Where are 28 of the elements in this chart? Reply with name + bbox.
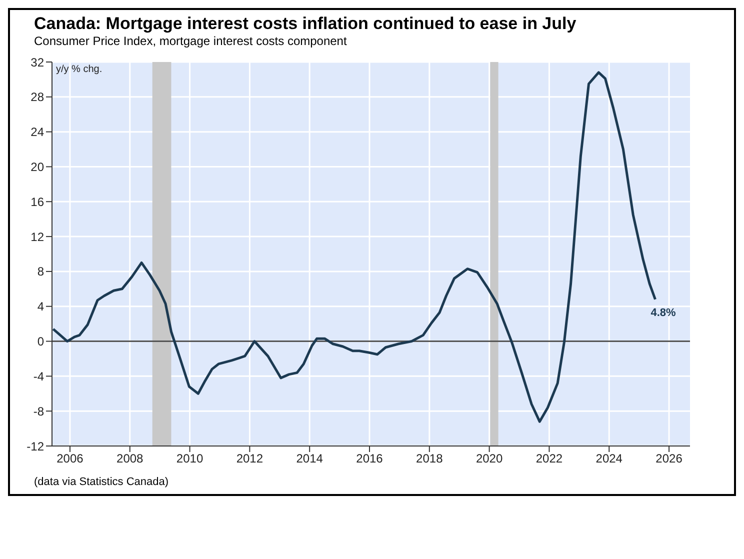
x-tick-label: 2026 (656, 452, 683, 466)
x-tick-label: 2008 (116, 452, 144, 466)
y-tick-label: 28 (30, 90, 44, 104)
chart-title: Canada: Mortgage interest costs inflation continued to ease in July (34, 14, 578, 34)
y-tick-label: 8 (37, 264, 44, 279)
y-tick-label: 24 (30, 125, 44, 140)
y-tick-label: 16 (30, 194, 44, 209)
y-axis-title: y/y % chg. (56, 64, 102, 75)
x-tick-label: 2018 (416, 452, 444, 466)
y-tick-label: -12 (26, 439, 44, 454)
y-tick-label: 0 (37, 334, 44, 349)
x-tick-label: 2022 (536, 452, 563, 466)
y-tick-label: -4 (33, 369, 44, 384)
x-tick-label: 2014 (296, 452, 324, 466)
y-tick-label: -8 (33, 404, 44, 418)
y-tick-label: 4 (37, 300, 44, 314)
y-tick-label: 32 (30, 55, 44, 70)
x-tick-label: 2012 (236, 452, 264, 466)
chart-subtitle: Consumer Price Index, mortgage interest costs component (34, 34, 348, 48)
x-tick-label: 2010 (176, 452, 204, 466)
x-tick-label: 2006 (56, 452, 84, 466)
x-tick-label: 2016 (356, 452, 384, 466)
y-tick-label: 12 (30, 230, 44, 244)
y-tick-label: 20 (30, 160, 44, 174)
annotation: 4.8% (650, 307, 676, 320)
text: (data via Statistics Canada) (34, 476, 170, 488)
x-tick-label: 2024 (596, 452, 623, 466)
x-tick-label: 2020 (476, 452, 503, 466)
